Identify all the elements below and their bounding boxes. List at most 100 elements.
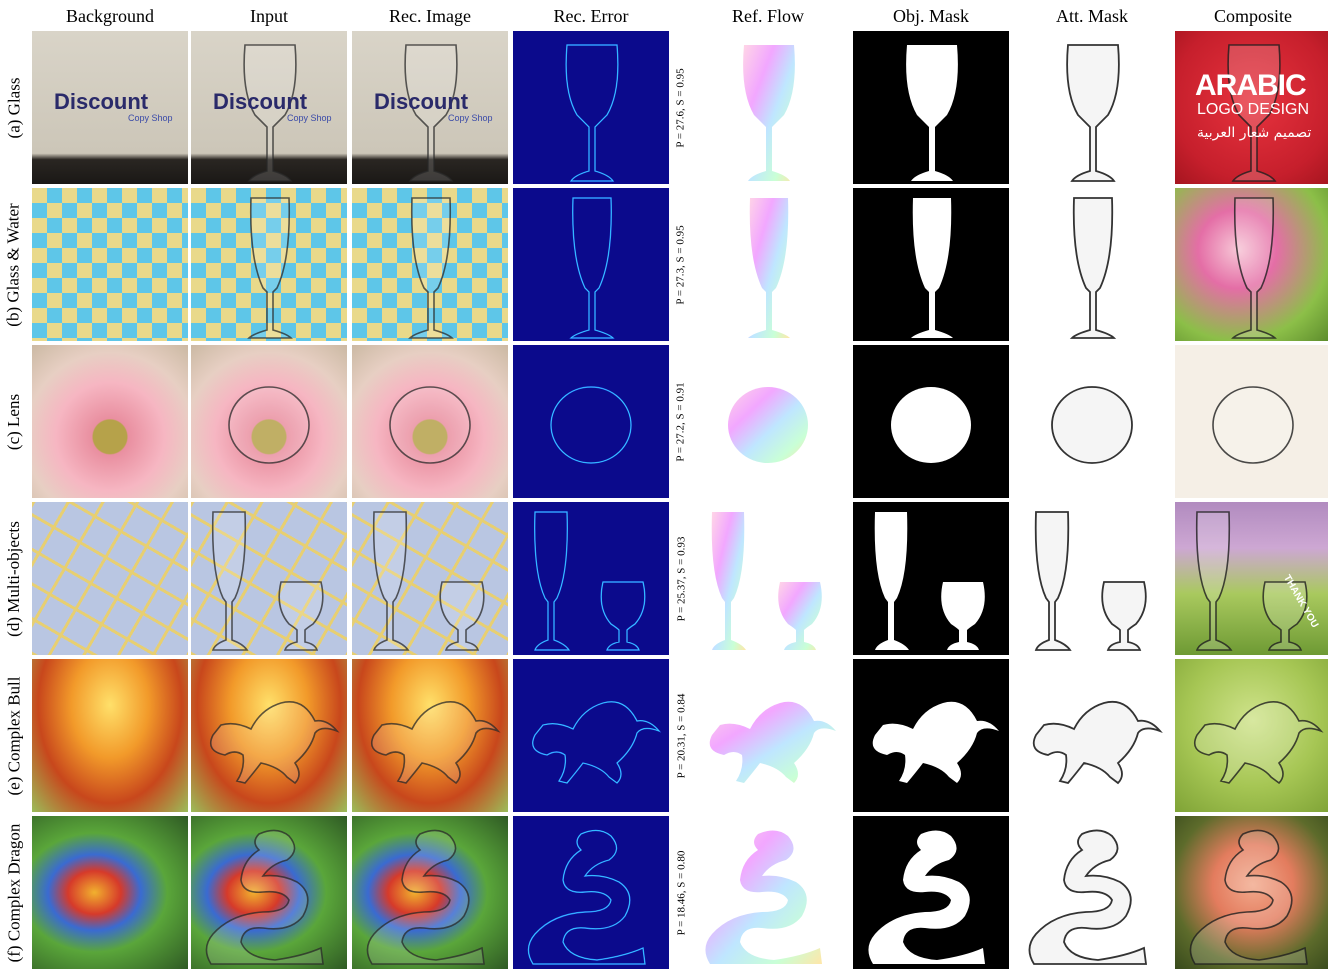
flute-silhouette	[247, 197, 293, 339]
metrics-text: P = 27.2, S = 0.91	[675, 381, 688, 462]
input-image-multi	[191, 502, 347, 655]
multi-silhouette	[874, 512, 985, 650]
column-header-ref-flow: Ref. Flow	[732, 6, 804, 26]
multi-silhouette	[711, 512, 822, 650]
obj-mask-image-bull	[853, 659, 1009, 812]
ref-flow-image-lens	[690, 345, 846, 498]
lens-silhouette	[228, 386, 310, 464]
ref-flow-image-multi	[690, 502, 846, 655]
rec-image-image-flute	[352, 188, 508, 341]
row-label-glass: (a) Glass	[0, 31, 28, 184]
dragon-silhouette	[1028, 829, 1148, 965]
att-mask-image-flute	[1014, 188, 1170, 341]
row-label-dragon: (f) Complex Dragon	[0, 816, 28, 969]
lens-silhouette	[1051, 386, 1133, 464]
metrics-text: P = 20.31, S = 0.84	[675, 693, 688, 778]
flute-silhouette	[1231, 197, 1277, 339]
discount-logo-text: Discount	[213, 89, 308, 114]
multi-silhouette	[372, 511, 485, 651]
att-mask-image-multi	[1014, 502, 1170, 655]
lens-silhouette	[891, 387, 971, 463]
background-image-multi	[32, 502, 188, 655]
discount-logo-text: Discount	[54, 89, 149, 114]
flute-silhouette	[911, 198, 953, 338]
rec-image-image-dragon	[352, 816, 508, 969]
lens-silhouette	[1212, 386, 1294, 464]
glass-silhouette	[404, 44, 458, 182]
column-header-rec-error: Rec. Error	[553, 6, 629, 26]
composite-arabic-text: تصميم شعار العربية	[1197, 125, 1312, 141]
multi-silhouette	[1195, 511, 1308, 651]
dragon-silhouette	[868, 830, 985, 964]
metrics-text: P = 27.6, S = 0.95	[675, 67, 688, 148]
rec-image-image-multi	[352, 502, 508, 655]
dragon-silhouette	[527, 829, 646, 965]
rec-error-image-multi	[513, 502, 669, 655]
rec-image-image-glass: Discount Copy Shop	[352, 31, 508, 184]
dragon-silhouette	[366, 829, 485, 965]
bull-silhouette	[1193, 701, 1324, 785]
glass-silhouette	[906, 45, 958, 181]
column-header-composite: Composite	[1213, 6, 1292, 26]
lens-silhouette	[389, 386, 471, 464]
row-label-text: (f) Complex Dragon	[4, 823, 23, 962]
rec-image-image-lens	[352, 345, 508, 498]
background-image-lens	[32, 345, 188, 498]
metrics-label-dragon: P = 18.46, S = 0.80	[674, 816, 688, 969]
obj-mask-image-lens	[853, 345, 1009, 498]
rec-error-image-lens	[513, 345, 669, 498]
metrics-label-flute: P = 27.3, S = 0.95	[674, 188, 688, 341]
column-header-att-mask: Att. Mask	[1056, 6, 1128, 26]
metrics-label-multi: P = 25.37, S = 0.93	[674, 502, 688, 655]
metrics-text: P = 18.46, S = 0.80	[675, 850, 688, 935]
dragon-silhouette	[1189, 829, 1308, 965]
flute-silhouette	[569, 197, 615, 339]
row-label-flute: (b) Glass & Water	[0, 188, 28, 341]
multi-silhouette	[534, 511, 646, 651]
background-image-dragon	[32, 816, 188, 969]
row-label-text: (e) Complex Bull	[4, 676, 24, 795]
row-label-text: (a) Glass	[4, 77, 23, 138]
att-mask-image-dragon	[1014, 816, 1170, 969]
composite-title-text: ARABIC	[1195, 69, 1307, 102]
column-header-input: Input	[250, 6, 288, 26]
rec-error-image-dragon	[513, 816, 669, 969]
glass-silhouette	[743, 45, 795, 181]
input-image-glass: Discount Copy Shop	[191, 31, 347, 184]
metrics-text: P = 27.3, S = 0.95	[675, 224, 688, 305]
flute-silhouette	[1069, 197, 1117, 339]
glass-silhouette	[565, 44, 619, 182]
rec-image-image-bull	[352, 659, 508, 812]
input-image-lens	[191, 345, 347, 498]
composite-image-multi: THANK YOU	[1175, 502, 1328, 655]
row-label-bull: (e) Complex Bull	[0, 659, 28, 812]
composite-image-flute	[1175, 188, 1328, 341]
rec-error-image-flute	[513, 188, 669, 341]
row-label-lens: (c) Lens	[0, 345, 28, 498]
dragon-silhouette	[205, 829, 324, 965]
flute-silhouette	[748, 198, 790, 338]
copy-shop-text: Copy Shop	[287, 113, 332, 123]
bull-silhouette	[709, 701, 836, 783]
input-image-bull	[191, 659, 347, 812]
composite-image-glass: ARABIC LOGO DESIGN تصميم شعار العربية	[1175, 31, 1328, 184]
metrics-label-bull: P = 20.31, S = 0.84	[674, 659, 688, 812]
glass-silhouette	[243, 44, 297, 182]
rec-error-image-glass	[513, 31, 669, 184]
input-image-flute	[191, 188, 347, 341]
glass-silhouette	[1066, 44, 1120, 182]
bull-silhouette	[532, 701, 662, 784]
composite-image-lens	[1175, 345, 1328, 498]
copy-shop-text: Copy Shop	[128, 113, 173, 123]
obj-mask-image-dragon	[853, 816, 1009, 969]
bull-silhouette	[209, 701, 340, 785]
bull-silhouette	[370, 701, 501, 785]
column-header-rec-image: Rec. Image	[389, 6, 471, 26]
ref-flow-image-bull	[690, 659, 846, 812]
copy-shop-text: Copy Shop	[448, 113, 493, 123]
metrics-label-lens: P = 27.2, S = 0.91	[674, 345, 688, 498]
att-mask-image-lens	[1014, 345, 1170, 498]
ref-flow-image-dragon	[690, 816, 846, 969]
metrics-text: P = 25.37, S = 0.93	[675, 536, 688, 621]
discount-logo-text: Discount	[374, 89, 469, 114]
